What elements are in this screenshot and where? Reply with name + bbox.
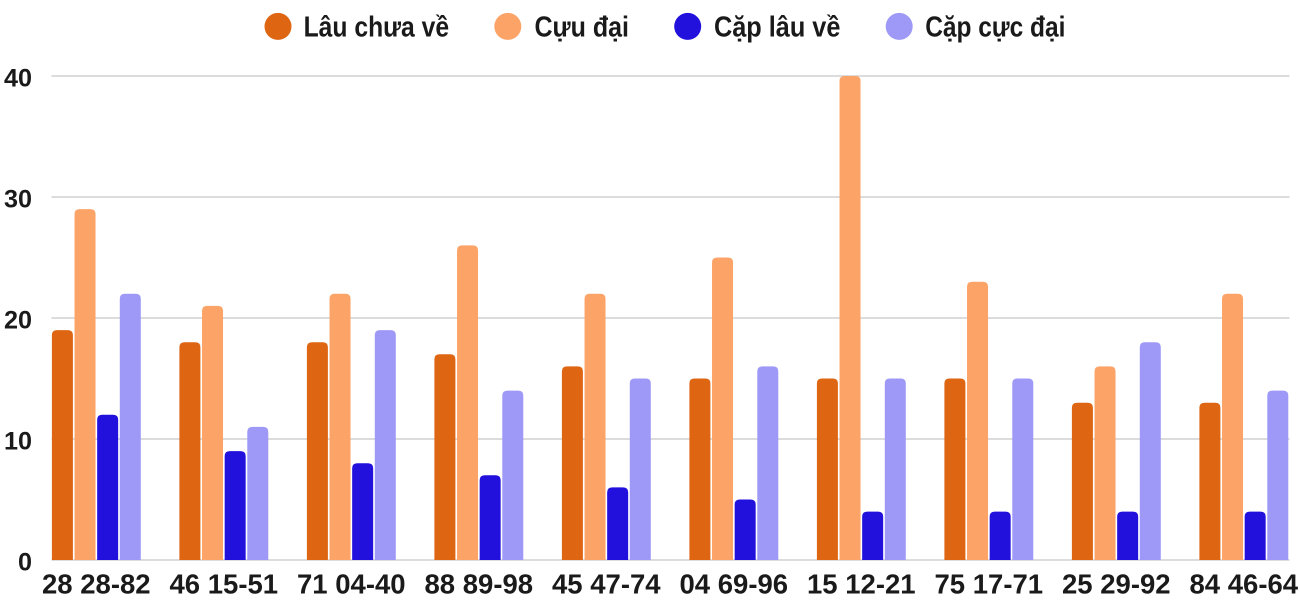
svg-text:88 89-98: 88 89-98 (425, 568, 534, 599)
svg-text:75 17-71: 75 17-71 (935, 568, 1044, 599)
svg-text:0: 0 (18, 549, 32, 577)
svg-text:46 15-51: 46 15-51 (170, 568, 279, 599)
svg-text:30: 30 (4, 186, 32, 214)
svg-text:Cặp cực đại: Cặp cực đại (925, 12, 1065, 44)
svg-text:Lâu chưa về: Lâu chưa về (304, 12, 450, 44)
svg-text:Cựu đại: Cựu đại (535, 12, 630, 44)
svg-text:04 69-96: 04 69-96 (680, 568, 789, 599)
svg-text:28 28-82: 28 28-82 (42, 568, 151, 599)
svg-text:20: 20 (4, 307, 32, 335)
svg-text:40: 40 (4, 65, 32, 93)
svg-text:84 46-64: 84 46-64 (1190, 568, 1299, 599)
svg-text:10: 10 (4, 428, 32, 456)
svg-text:25 29-92: 25 29-92 (1062, 568, 1171, 599)
svg-text:15 12-21: 15 12-21 (807, 568, 916, 599)
svg-text:Cặp lâu về: Cặp lâu về (714, 12, 840, 44)
svg-text:71 04-40: 71 04-40 (297, 568, 406, 599)
svg-text:45 47-74: 45 47-74 (552, 568, 661, 599)
